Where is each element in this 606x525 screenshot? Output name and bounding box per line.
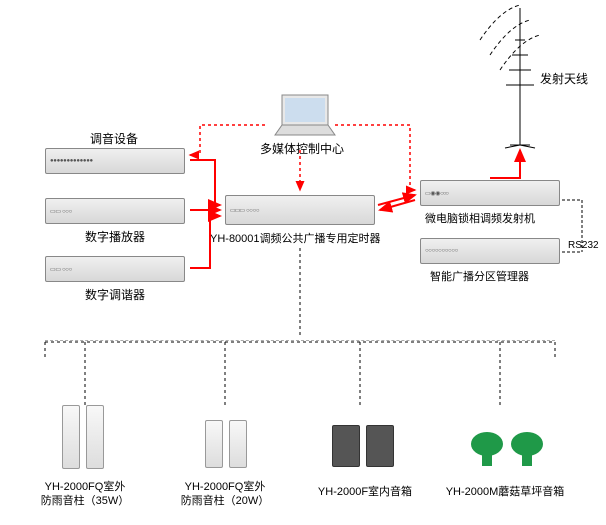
rs232-label: RS232 bbox=[568, 240, 599, 251]
laptop-icon bbox=[270, 90, 340, 140]
spk2-line1: YH-2000FQ室外 bbox=[185, 481, 266, 493]
speaker-1-label: YH-2000FQ室外 防雨音柱（35W） bbox=[20, 480, 150, 509]
speaker-group-4 bbox=[470, 430, 544, 470]
speaker-group-2 bbox=[205, 420, 247, 468]
zone-manager-label: 智能广播分区管理器 bbox=[430, 268, 529, 284]
digital-tuner-label: 数字调谐器 bbox=[85, 286, 145, 303]
mixer-device: ● ● ● ● ● ● ● ● ● ● ● ● ● bbox=[45, 148, 185, 174]
speaker-group-1 bbox=[62, 405, 104, 469]
speaker-4-label: YH-2000M蘑菇草坪音箱 bbox=[440, 485, 570, 499]
speaker-3-label: YH-2000F室内音箱 bbox=[300, 485, 430, 499]
mixer-label: 调音设备 bbox=[90, 130, 138, 147]
timer-device: ▭▭▭ ○ ○ ○ ○ bbox=[225, 195, 375, 225]
digital-tuner-device: ▭ ▭ ○ ○ ○ bbox=[45, 256, 185, 282]
digital-player-device: ▭ ▭ ○ ○ ○ bbox=[45, 198, 185, 224]
digital-player-label: 数字播放器 bbox=[85, 228, 145, 245]
spk2-line2: 防雨音柱（20W） bbox=[181, 495, 270, 507]
timer-label: YH-80001调频公共广播专用定时器 bbox=[210, 230, 381, 246]
fm-transmitter-label: 微电脑锁相调频发射机 bbox=[425, 210, 535, 226]
control-center-label: 多媒体控制中心 bbox=[260, 140, 344, 157]
mushroom-icon bbox=[510, 430, 544, 470]
spk4-line: YH-2000M蘑菇草坪音箱 bbox=[446, 486, 565, 498]
antenna-label: 发射天线 bbox=[540, 70, 588, 87]
spk3-line: YH-2000F室内音箱 bbox=[318, 486, 412, 498]
spk1-line2: 防雨音柱（35W） bbox=[41, 495, 130, 507]
distribution-bus bbox=[45, 340, 555, 341]
speaker-2-label: YH-2000FQ室外 防雨音柱（20W） bbox=[160, 480, 290, 509]
spk1-line1: YH-2000FQ室外 bbox=[45, 481, 126, 493]
speaker-group-3 bbox=[332, 425, 394, 467]
mushroom-icon bbox=[470, 430, 504, 470]
fm-transmitter-device: ▭ ◉ ◉ ○○○ bbox=[420, 180, 560, 206]
zone-manager-device: ○ ○ ○ ○ ○ ○ ○ ○ ○ ○ bbox=[420, 238, 560, 264]
